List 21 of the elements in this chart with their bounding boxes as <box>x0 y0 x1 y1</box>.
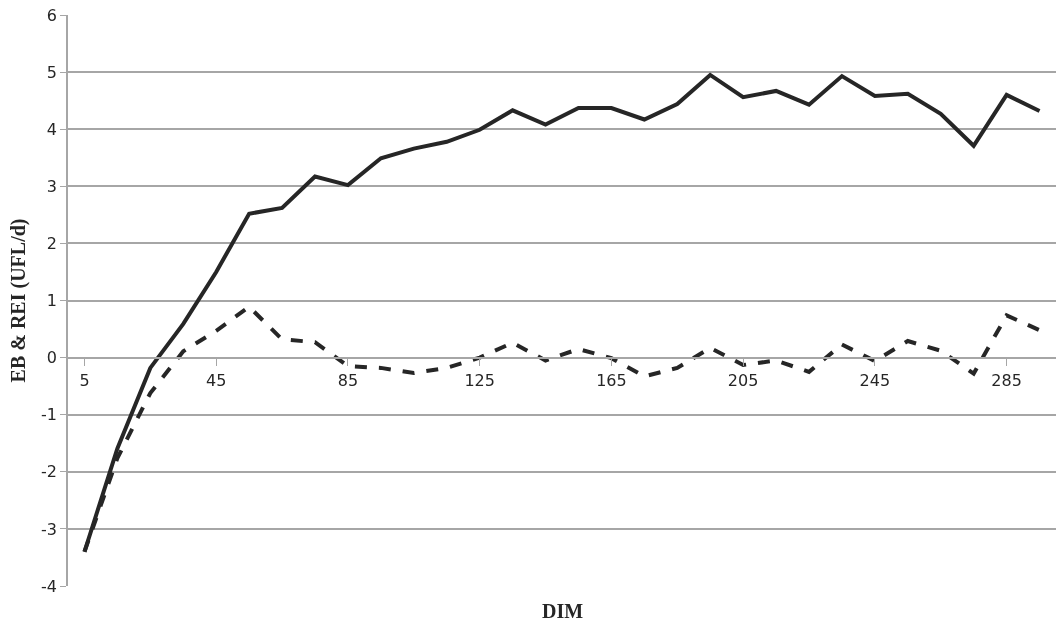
x-tick-label: 5 <box>79 370 90 390</box>
y-tick-label: -4 <box>41 576 58 596</box>
y-tick-label: 3 <box>46 176 58 196</box>
x-tick-label: 165 <box>596 370 627 390</box>
x-tick-label: 245 <box>859 370 891 390</box>
y-tick-label: -2 <box>41 462 58 482</box>
x-tick-label: 205 <box>727 370 759 390</box>
y-tick-label: 0 <box>46 348 58 368</box>
x-axis-title: DIM <box>542 600 584 622</box>
y-tick-label: 5 <box>46 62 58 82</box>
x-tick-label: 125 <box>464 370 495 390</box>
x-tick-label: 85 <box>337 370 359 390</box>
y-axis-title: EB & REI (UFL/d) <box>7 218 31 383</box>
y-tick-label: 4 <box>46 119 58 139</box>
x-tick-label: 45 <box>206 370 227 390</box>
y-tick-label: 2 <box>46 234 58 253</box>
y-tick-label: -1 <box>41 405 58 425</box>
y-tick-label: 1 <box>46 291 58 311</box>
x-tick-label: 285 <box>991 370 1022 390</box>
y-tick-label: -3 <box>41 519 58 539</box>
y-tick-label: 6 <box>46 5 58 25</box>
